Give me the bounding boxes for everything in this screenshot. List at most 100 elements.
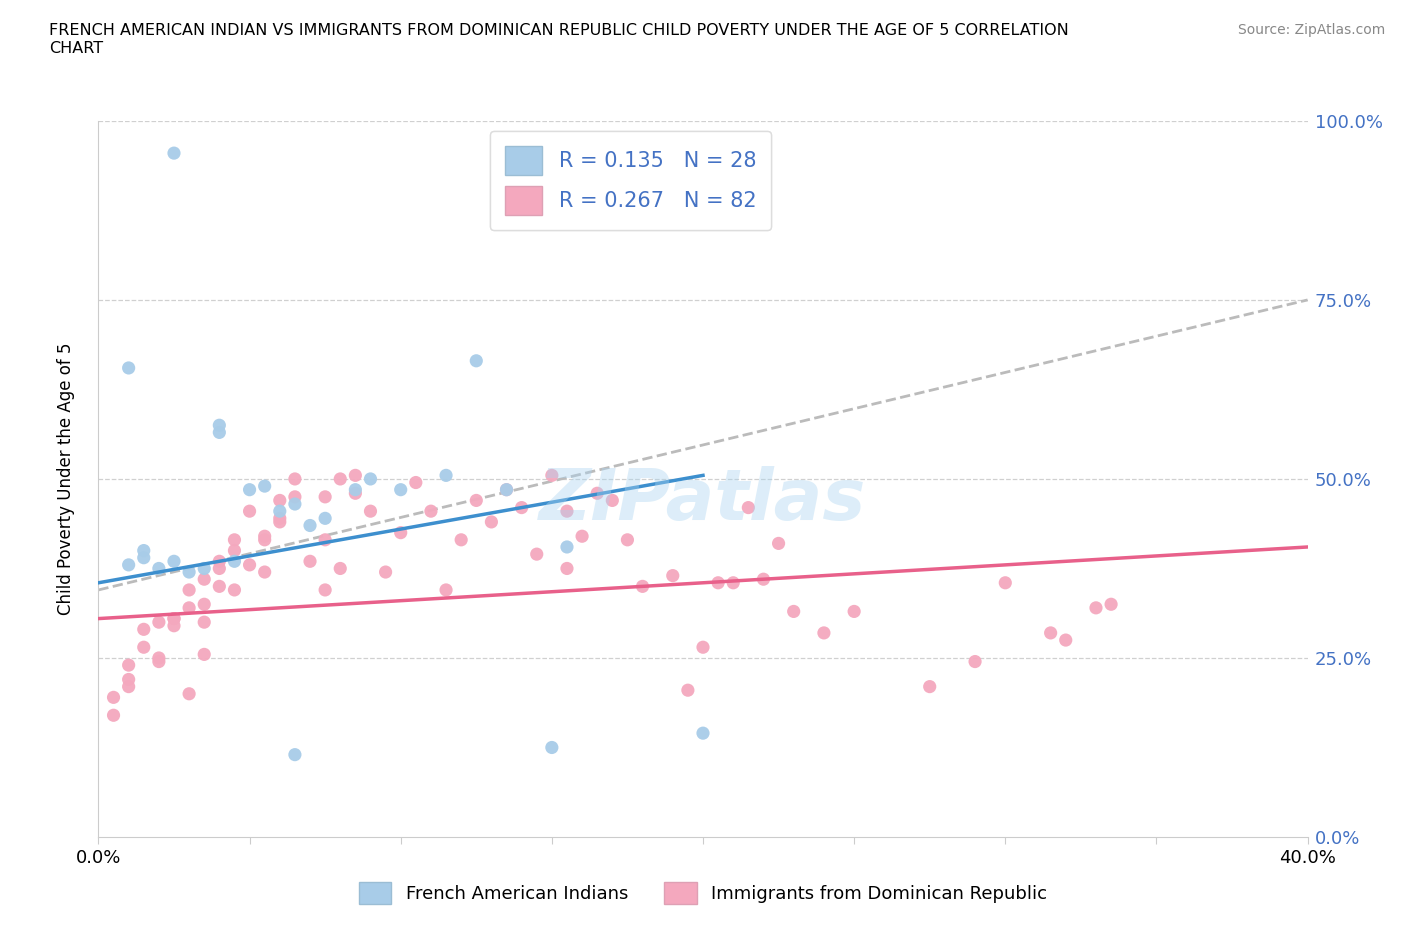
Point [692,725,714,740]
Point [465,493,488,508]
Point [208,554,231,569]
Point [555,539,578,554]
Point [344,485,367,500]
Point [224,554,246,569]
Point [163,146,186,161]
Point [239,483,262,498]
Point [465,353,488,368]
Text: ZIPatlas: ZIPatlas [540,466,866,535]
Point [965,654,987,669]
Point [179,686,201,701]
Point [132,622,155,637]
Point [676,683,699,698]
Point [224,582,246,597]
Point [374,565,396,579]
Point [253,529,276,544]
Point [1085,601,1108,616]
Point [132,640,155,655]
Point [103,708,125,723]
Point [193,647,215,662]
Point [284,497,307,512]
Point [284,489,307,504]
Point [360,504,382,519]
Point [389,525,412,540]
Point [329,561,352,576]
Point [284,472,307,486]
Point [163,611,186,626]
Point [768,536,790,551]
Point [269,493,291,508]
Point [179,582,201,597]
Point [132,551,155,565]
Point [193,561,215,576]
Point [224,543,246,558]
Point [224,532,246,547]
Point [540,740,562,755]
Point [253,565,276,579]
Point [602,493,624,508]
Point [193,615,215,630]
Text: Source: ZipAtlas.com: Source: ZipAtlas.com [1237,23,1385,37]
Point [193,572,215,587]
Point [344,483,367,498]
Point [360,472,382,486]
Point [314,511,336,525]
Point [631,578,654,594]
Point [239,504,262,519]
Point [723,576,745,591]
Point [118,679,141,694]
Point [495,483,517,498]
Point [1099,597,1122,612]
Point [148,561,170,576]
Point [1039,626,1062,641]
Point [269,511,291,525]
Point [420,504,443,519]
Point [783,604,806,618]
Y-axis label: Child Poverty Under the Age of 5: Child Poverty Under the Age of 5 [56,342,75,616]
Point [526,547,548,562]
Point [434,582,457,597]
Point [179,565,201,579]
Point [555,504,578,519]
Point [148,615,170,630]
Legend: French American Indians, Immigrants from Dominican Republic: French American Indians, Immigrants from… [352,875,1054,911]
Point [450,532,472,547]
Point [118,672,141,687]
Point [555,561,578,576]
Point [661,568,683,583]
Point [179,601,201,616]
Point [103,690,125,705]
Point [269,514,291,529]
Point [389,483,412,498]
Point [208,578,231,594]
Point [481,514,503,529]
Point [314,532,336,547]
Point [253,532,276,547]
Point [118,361,141,376]
Point [132,543,155,558]
Point [540,468,562,483]
Point [148,651,170,666]
Point [707,576,730,591]
Point [405,475,427,490]
Point [148,654,170,669]
Point [813,626,835,641]
Point [299,518,322,533]
Text: FRENCH AMERICAN INDIAN VS IMMIGRANTS FROM DOMINICAN REPUBLIC CHILD POVERTY UNDER: FRENCH AMERICAN INDIAN VS IMMIGRANTS FRO… [49,23,1069,56]
Point [239,557,262,572]
Point [918,679,941,694]
Point [616,532,638,547]
Point [344,468,367,483]
Point [434,468,457,483]
Point [253,479,276,494]
Point [163,554,186,569]
Point [1054,632,1077,647]
Point [329,472,352,486]
Point [193,597,215,612]
Point [586,485,609,500]
Point [314,489,336,504]
Point [163,618,186,633]
Point [752,572,775,587]
Point [118,557,141,572]
Point [510,500,533,515]
